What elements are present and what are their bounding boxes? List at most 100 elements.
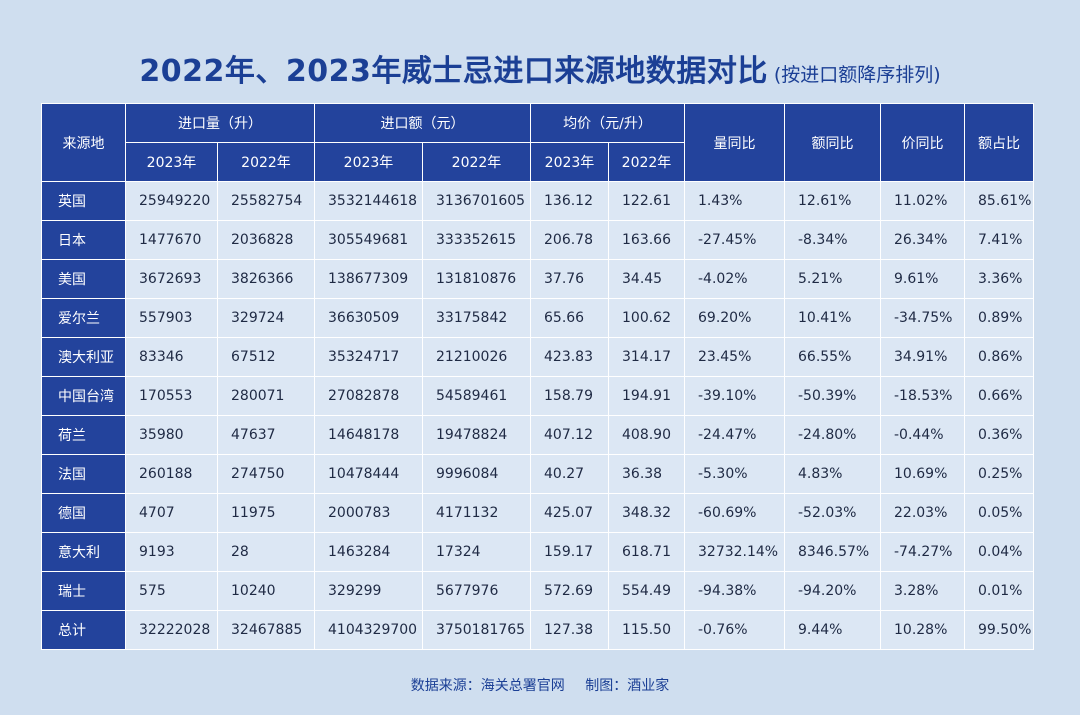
table-cell: 3.36% [964, 259, 1034, 299]
table-cell: 21210026 [422, 337, 531, 377]
table-cell: 10.28% [880, 610, 965, 650]
import-data-table: 来源地 进口量（升） 进口额（元） 均价（元/升） 量同比 额同比 价同比 额占… [41, 103, 1034, 650]
table-cell: 407.12 [530, 415, 609, 455]
table-cell: 0.04% [964, 532, 1034, 572]
table-cell: -94.20% [784, 571, 881, 611]
table-cell: 4104329700 [314, 610, 423, 650]
table-cell: 11.02% [880, 181, 965, 221]
table-row: 荷兰 35980 47637 14648178 19478824 407.12 408.90… [41, 415, 1034, 455]
source-cell: 法国 [41, 454, 126, 494]
table-cell: 9.44% [784, 610, 881, 650]
table-cell: 618.71 [608, 532, 685, 572]
table-cell: 37.76 [530, 259, 609, 299]
table-cell: 10240 [217, 571, 315, 611]
table-row: 德国 4707 11975 2000783 4171132 425.07 348.32 -60… [41, 493, 1034, 533]
table-cell: 3672693 [125, 259, 218, 299]
table-cell: 85.61% [964, 181, 1034, 221]
table-cell: -18.53% [880, 376, 965, 416]
source-cell: 美国 [41, 259, 126, 299]
table-cell: 4.83% [784, 454, 881, 494]
table-cell: 4171132 [422, 493, 531, 533]
footer-credit: 制图：酒业家 [585, 678, 670, 694]
table-cell: -50.39% [784, 376, 881, 416]
title-main: 2022年、2023年威士忌进口来源地数据对比 [139, 54, 768, 89]
table-cell: 305549681 [314, 220, 423, 260]
table-cell: 40.27 [530, 454, 609, 494]
header-price-2023: 2023年 [530, 142, 609, 182]
table-row: 爱尔兰 557903 329724 36630509 33175842 65.66 100.… [41, 298, 1034, 338]
table-row: 瑞士 575 10240 329299 5677976 572.69 554.49 -94.3… [41, 571, 1034, 611]
table-cell: 9193 [125, 532, 218, 572]
table-cell: 206.78 [530, 220, 609, 260]
table-cell: 163.66 [608, 220, 685, 260]
table-cell: -39.10% [684, 376, 785, 416]
table-row: 法国 260188 274750 10478444 9996084 40.27 36.38-… [41, 454, 1034, 494]
source-cell: 总计 [41, 610, 126, 650]
title-sub: (按进口额降序排列) [773, 64, 941, 86]
table-cell: 5.21% [784, 259, 881, 299]
table-cell: 28 [217, 532, 315, 572]
table-row: 意大利 9193 28 1463284 17324 159.17 618.71 32732.1… [41, 532, 1034, 572]
table-cell: 3136701605 [422, 181, 531, 221]
table-cell: 69.20% [684, 298, 785, 338]
footer-source: 数据来源：海关总署官网 [410, 678, 565, 694]
table-cell: 100.62 [608, 298, 685, 338]
table-cell: 11975 [217, 493, 315, 533]
table-cell: 170553 [125, 376, 218, 416]
table-cell: 131810876 [422, 259, 531, 299]
table-cell: 260188 [125, 454, 218, 494]
table-cell: 3826366 [217, 259, 315, 299]
table-cell: 4707 [125, 493, 218, 533]
table-header: 来源地 进口量（升） 进口额（元） 均价（元/升） 量同比 额同比 价同比 额占… [41, 103, 1034, 182]
header-amount-2023: 2023年 [314, 142, 423, 182]
table-cell: 83346 [125, 337, 218, 377]
table-cell: 0.25% [964, 454, 1034, 494]
table-cell: -34.75% [880, 298, 965, 338]
table-cell: 3.28% [880, 571, 965, 611]
table-cell: 0.05% [964, 493, 1034, 533]
header-amount-2022: 2022年 [422, 142, 531, 182]
table-cell: 47637 [217, 415, 315, 455]
table-row-total: 总计 32222028 32467885 4104329700 3750181765 12… [41, 610, 1034, 650]
header-volume: 进口量（升） [125, 103, 315, 143]
table-cell: 280071 [217, 376, 315, 416]
table-cell: 0.01% [964, 571, 1034, 611]
table-cell: 34.45 [608, 259, 685, 299]
table-cell: -24.47% [684, 415, 785, 455]
header-vol-yoy: 量同比 [684, 103, 785, 182]
table-cell: 9.61% [880, 259, 965, 299]
table-cell: 36630509 [314, 298, 423, 338]
table-cell: 0.86% [964, 337, 1034, 377]
table-cell: 554.49 [608, 571, 685, 611]
table-cell: 14648178 [314, 415, 423, 455]
table-cell: 0.66% [964, 376, 1034, 416]
table-cell: 158.79 [530, 376, 609, 416]
table-cell: 122.61 [608, 181, 685, 221]
table-cell: -52.03% [784, 493, 881, 533]
source-cell: 德国 [41, 493, 126, 533]
table-cell: 22.03% [880, 493, 965, 533]
table-cell: 115.50 [608, 610, 685, 650]
header-amount: 进口额（元） [314, 103, 531, 143]
table-cell: 1.43% [684, 181, 785, 221]
table-cell: 27082878 [314, 376, 423, 416]
table-cell: 25582754 [217, 181, 315, 221]
table-cell: 34.91% [880, 337, 965, 377]
table-cell: 32222028 [125, 610, 218, 650]
source-cell: 意大利 [41, 532, 126, 572]
source-cell: 瑞士 [41, 571, 126, 611]
table-cell: -0.44% [880, 415, 965, 455]
header-amt-yoy: 额同比 [784, 103, 881, 182]
table-cell: 2000783 [314, 493, 423, 533]
table-cell: -94.38% [684, 571, 785, 611]
table-cell: 127.38 [530, 610, 609, 650]
header-volume-2023: 2023年 [125, 142, 218, 182]
header-price-2022: 2022年 [608, 142, 685, 182]
header-share: 额占比 [964, 103, 1034, 182]
table-cell: 3750181765 [422, 610, 531, 650]
table-cell: -0.76% [684, 610, 785, 650]
table-cell: 7.41% [964, 220, 1034, 260]
table-cell: 25949220 [125, 181, 218, 221]
table-cell: 10.41% [784, 298, 881, 338]
table-cell: 54589461 [422, 376, 531, 416]
